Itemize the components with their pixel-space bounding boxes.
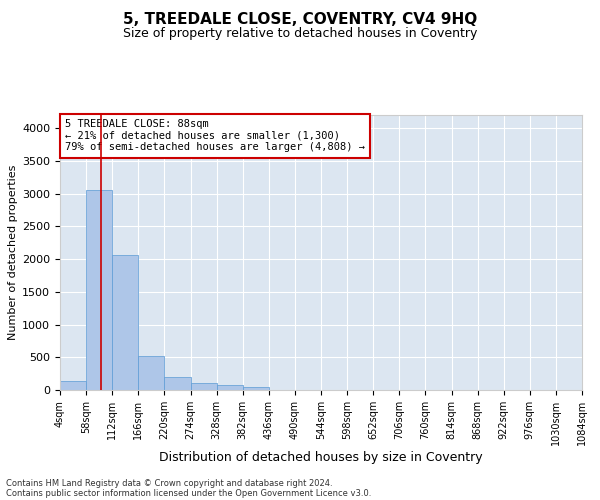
- Bar: [191, 384, 217, 390]
- Bar: [139, 356, 164, 390]
- X-axis label: Distribution of detached houses by size in Coventry: Distribution of detached houses by size …: [159, 450, 483, 464]
- Bar: [112, 255, 139, 390]
- Text: 5 TREEDALE CLOSE: 88sqm
← 21% of detached houses are smaller (1,300)
79% of semi: 5 TREEDALE CLOSE: 88sqm ← 21% of detache…: [65, 119, 365, 152]
- Bar: [242, 386, 269, 390]
- Text: Size of property relative to detached houses in Coventry: Size of property relative to detached ho…: [123, 28, 477, 40]
- Y-axis label: Number of detached properties: Number of detached properties: [8, 165, 18, 340]
- Bar: [86, 190, 112, 390]
- Text: Contains public sector information licensed under the Open Government Licence v3: Contains public sector information licen…: [6, 488, 371, 498]
- Text: 5, TREEDALE CLOSE, COVENTRY, CV4 9HQ: 5, TREEDALE CLOSE, COVENTRY, CV4 9HQ: [123, 12, 477, 28]
- Bar: [60, 382, 86, 390]
- Text: Contains HM Land Registry data © Crown copyright and database right 2024.: Contains HM Land Registry data © Crown c…: [6, 478, 332, 488]
- Bar: [164, 376, 191, 390]
- Bar: [217, 385, 242, 390]
